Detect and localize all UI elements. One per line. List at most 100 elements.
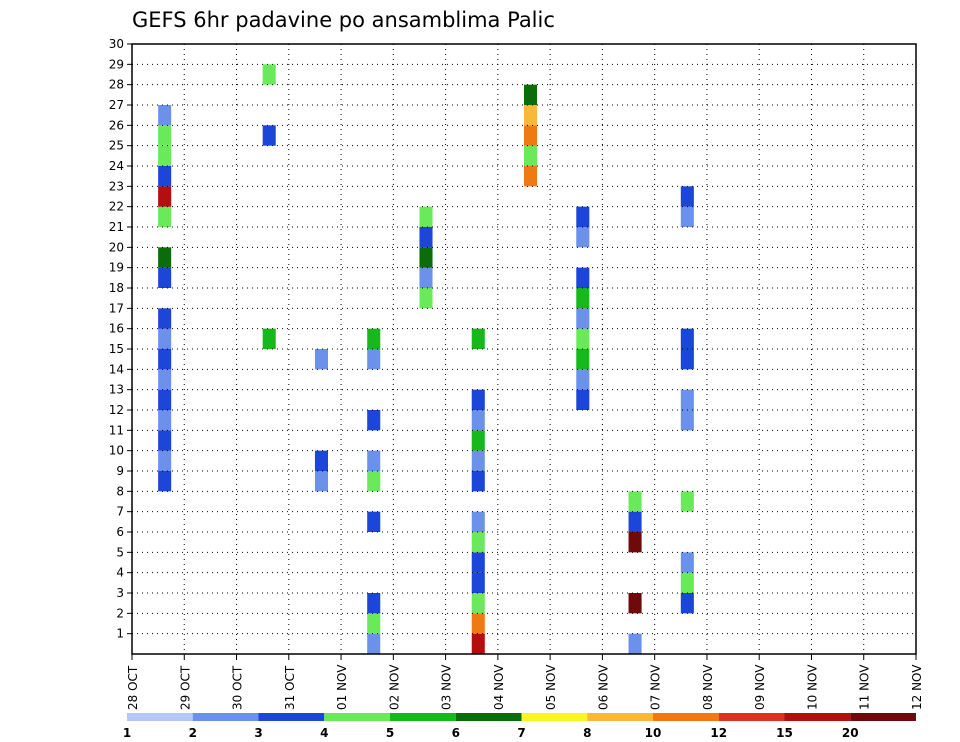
- x-tick-label: 02 NOV: [387, 664, 401, 710]
- heatmap-cell: [628, 511, 642, 532]
- y-tick-label: 19: [109, 261, 124, 275]
- heatmap-cell: [628, 532, 642, 553]
- colorbar-label: 6: [452, 726, 460, 740]
- heatmap-cell: [158, 349, 172, 370]
- y-tick-label: 12: [109, 403, 124, 417]
- colorbar-label: 12: [710, 726, 727, 740]
- y-tick-label: 23: [109, 179, 124, 193]
- heatmap-cell: [158, 369, 172, 390]
- heatmap-cell: [680, 491, 694, 512]
- colorbar-segment: [653, 713, 719, 721]
- heatmap-cell: [524, 125, 538, 146]
- colorbar-segment: [258, 713, 325, 721]
- colorbar-segment: [324, 713, 390, 721]
- heatmap-cell: [419, 247, 433, 268]
- heatmap-cell: [680, 328, 694, 349]
- heatmap-cell: [471, 328, 485, 349]
- heatmap-cell: [262, 125, 276, 146]
- x-tick-label: 11 NOV: [858, 664, 872, 710]
- heatmap-cell: [680, 552, 694, 573]
- y-tick-label: 6: [116, 525, 124, 539]
- heatmap-cell: [158, 389, 172, 410]
- heatmap-cell: [576, 288, 590, 309]
- heatmap-cell: [471, 430, 485, 451]
- heatmap-cell: [471, 511, 485, 532]
- y-tick-label: 17: [109, 301, 124, 315]
- heatmap-cell: [158, 125, 172, 146]
- colorbar-label: 3: [254, 726, 262, 740]
- y-tick-label: 2: [116, 606, 124, 620]
- heatmap-cell: [158, 328, 172, 349]
- colorbar-label: 4: [320, 726, 328, 740]
- heatmap-cell: [314, 450, 328, 471]
- y-tick-label: 21: [109, 220, 124, 234]
- heatmap-cell: [576, 369, 590, 390]
- heatmap-cell: [367, 593, 381, 614]
- heatmap-cell: [471, 389, 485, 410]
- y-tick-label: 10: [109, 444, 124, 458]
- y-axis-ticks: 1234567891011121314151617181920212223242…: [109, 37, 132, 641]
- y-tick-label: 9: [116, 464, 124, 478]
- heatmap-cell: [471, 471, 485, 492]
- colorbar-segment: [521, 713, 588, 721]
- y-tick-label: 15: [109, 342, 124, 356]
- heatmap-cell: [524, 166, 538, 187]
- colorbar-segment: [784, 713, 851, 721]
- chart-title: GEFS 6hr padavine po ansamblima Palic: [132, 8, 555, 32]
- y-tick-label: 28: [109, 78, 124, 92]
- y-tick-label: 27: [109, 98, 124, 112]
- heatmap-cell: [471, 593, 485, 614]
- heatmap-cell: [576, 349, 590, 370]
- x-tick-label: 29 OCT: [178, 665, 192, 710]
- heatmap-cell: [314, 471, 328, 492]
- x-tick-label: 08 NOV: [701, 664, 715, 710]
- y-tick-label: 29: [109, 57, 124, 71]
- y-tick-label: 16: [109, 322, 124, 336]
- y-tick-label: 11: [109, 423, 124, 437]
- heatmap-cell: [158, 430, 172, 451]
- colorbar-label: 15: [776, 726, 793, 740]
- heatmap-cell: [576, 267, 590, 288]
- heatmap-cell: [471, 572, 485, 593]
- gridlines: [132, 44, 916, 654]
- heatmap-cell: [628, 491, 642, 512]
- x-tick-label: 12 NOV: [910, 664, 924, 710]
- heatmap-cell: [680, 593, 694, 614]
- colorbar-segment: [455, 713, 522, 721]
- colorbar-segment: [850, 713, 916, 721]
- colorbar-label: 5: [386, 726, 394, 740]
- heatmap-cell: [576, 206, 590, 227]
- heatmap-cell: [158, 267, 172, 288]
- heatmap-cell: [524, 84, 538, 105]
- heatmap-cell: [471, 552, 485, 573]
- heatmap-cell: [367, 471, 381, 492]
- heatmap-cell: [158, 247, 172, 268]
- heatmap-cell: [680, 572, 694, 593]
- y-tick-label: 3: [116, 586, 124, 600]
- colorbar-label: 10: [645, 726, 662, 740]
- heatmap-cell: [262, 328, 276, 349]
- heatmap-cell: [367, 511, 381, 532]
- heatmap-cell: [524, 145, 538, 166]
- heatmap-cell: [158, 145, 172, 166]
- x-tick-label: 30 OCT: [231, 665, 245, 710]
- y-tick-label: 30: [109, 37, 124, 51]
- heatmap-cell: [158, 166, 172, 187]
- heatmap-cell: [471, 532, 485, 553]
- heatmap-cell: [158, 410, 172, 431]
- x-tick-label: 09 NOV: [753, 664, 767, 710]
- heatmap-cell: [419, 288, 433, 309]
- y-tick-label: 7: [116, 505, 124, 519]
- heatmap-cell: [680, 186, 694, 207]
- colorbar-label: 2: [189, 726, 197, 740]
- heatmap-cell: [367, 328, 381, 349]
- colorbar-label: 1: [123, 726, 131, 740]
- heatmap-cell: [158, 186, 172, 207]
- y-tick-label: 8: [116, 484, 124, 498]
- colorbar-label: 8: [583, 726, 591, 740]
- x-tick-label: 10 NOV: [805, 664, 819, 710]
- x-tick-label: 04 NOV: [492, 664, 506, 710]
- heatmap-cell: [628, 593, 642, 614]
- heatmap-cell: [158, 308, 172, 329]
